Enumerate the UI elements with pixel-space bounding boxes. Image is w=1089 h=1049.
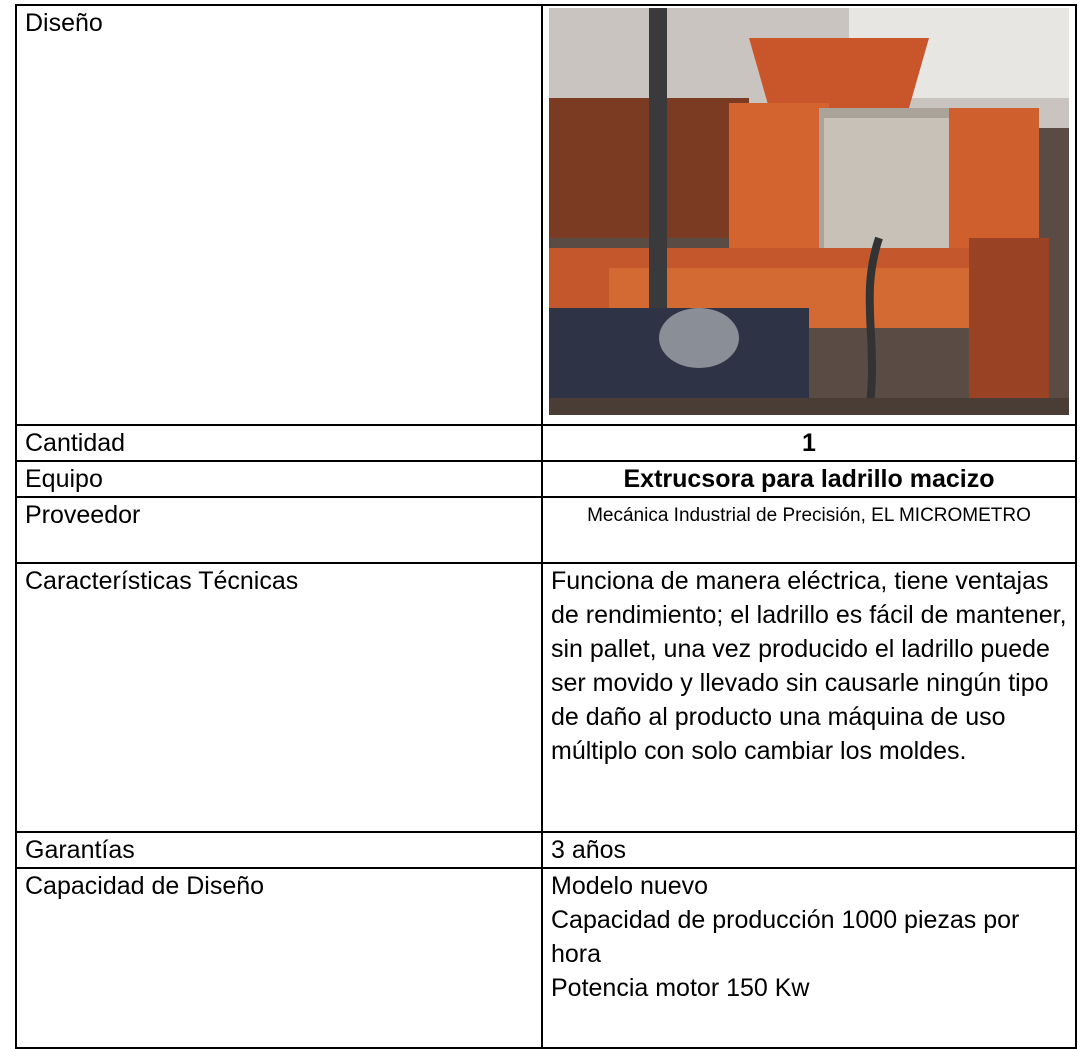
- spec-table: Diseño Cantid: [15, 4, 1077, 1049]
- value: 1: [541, 424, 1077, 462]
- row: Capacidad de Diseño Modelo nuevo Capacid…: [15, 867, 1077, 1049]
- value: 3 años: [541, 831, 1077, 869]
- row: Cantidad 1: [15, 424, 1077, 462]
- value: Extrucsora para ladrillo macizo: [541, 460, 1077, 498]
- value-line: Potencia motor 150 Kw: [551, 974, 810, 1002]
- label: Equipo: [15, 460, 543, 498]
- value-line: Modelo nuevo: [551, 872, 709, 900]
- label: Garantías: [15, 831, 543, 869]
- row: Características Técnicas Funciona de man…: [15, 562, 1077, 833]
- label: Características Técnicas: [15, 562, 543, 833]
- label: Cantidad: [15, 424, 543, 462]
- label: Capacidad de Diseño: [15, 867, 543, 1049]
- value: Funciona de manera eléctrica, tiene vent…: [541, 562, 1077, 833]
- label: Proveedor: [15, 496, 543, 564]
- machine-photo: [549, 8, 1069, 416]
- row: Proveedor Mecánica Industrial de Precisi…: [15, 496, 1077, 564]
- row: Equipo Extrucsora para ladrillo macizo: [15, 460, 1077, 498]
- value-lines: Modelo nuevo Capacidad de producción 100…: [541, 867, 1077, 1049]
- value: Mecánica Industrial de Precisión, EL MIC…: [541, 496, 1077, 564]
- value-line: Capacidad de producción 1000 piezas por …: [551, 906, 1020, 968]
- row: Diseño: [15, 4, 1077, 426]
- row: Garantías 3 años: [15, 831, 1077, 869]
- label: Diseño: [15, 4, 543, 426]
- image-cell: [541, 4, 1077, 426]
